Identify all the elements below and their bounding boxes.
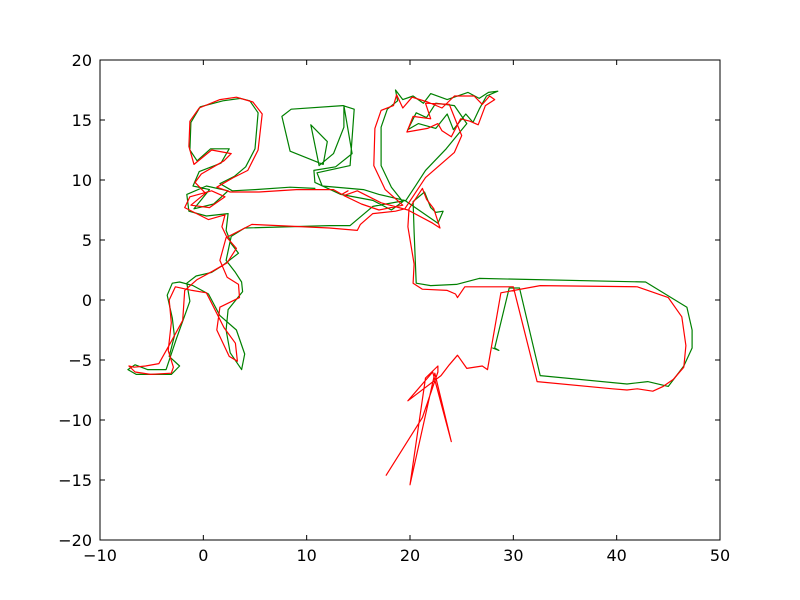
y-tick-label: −20 <box>58 531 92 550</box>
y-tick-label: 5 <box>82 231 92 250</box>
plot-area <box>127 89 693 486</box>
x-tick-label: 50 <box>710 546 730 565</box>
y-tick-label: −5 <box>68 351 92 370</box>
x-tick-label: 10 <box>296 546 316 565</box>
x-tick-label: 30 <box>503 546 523 565</box>
axes-frame <box>99 59 721 541</box>
y-tick-label: 10 <box>72 171 92 190</box>
y-tick-label: 20 <box>72 51 92 70</box>
y-tick-label: −15 <box>58 471 92 490</box>
x-tick-label: 0 <box>198 546 208 565</box>
series-2-line <box>128 94 687 486</box>
x-tick-label: 20 <box>400 546 420 565</box>
y-tick-label: 15 <box>72 111 92 130</box>
y-tick-label: 0 <box>82 291 92 310</box>
x-tick-label: −10 <box>83 546 117 565</box>
x-axis: −10 0 10 20 30 40 50 <box>83 60 730 565</box>
x-tick-label: 40 <box>606 546 626 565</box>
y-axis: −20 −15 −10 −5 0 5 10 15 20 <box>58 51 720 550</box>
y-tick-label: −10 <box>58 411 92 430</box>
